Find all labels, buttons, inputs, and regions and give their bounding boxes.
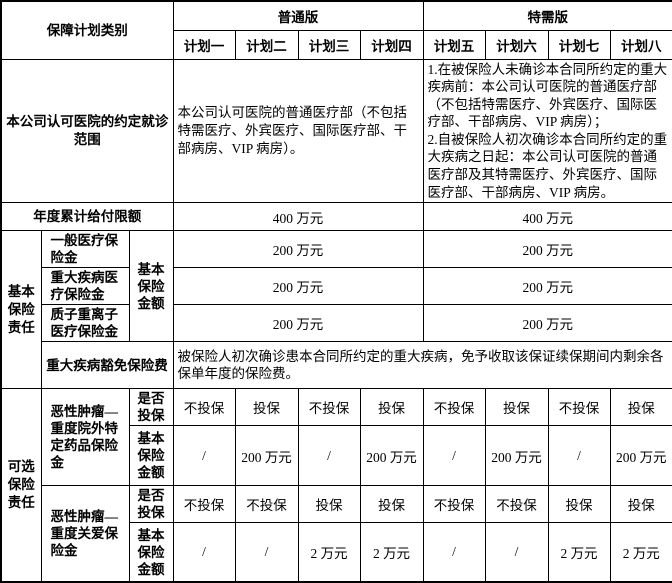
- amount-value-cell: 200 万元: [234, 425, 299, 487]
- amount-value-cell: 2 万元: [297, 522, 361, 583]
- optional-liability-section-label: 可选保险责任: [0, 388, 42, 583]
- insured-value-cell: 不投保: [422, 485, 486, 524]
- annual-limit-standard-value: 400 万元: [172, 202, 424, 232]
- plan-header-1: 计划一: [172, 29, 236, 60]
- critical-illness-special-value: 200 万元: [422, 267, 672, 306]
- amount-label-care-benefit: 基本保险金额: [128, 522, 174, 583]
- amount-value-cell: 200 万元: [359, 425, 424, 487]
- insured-value-cell: 不投保: [422, 388, 486, 427]
- insured-value-cell: 投保: [547, 485, 611, 524]
- insured-value-cell: 投保: [359, 388, 424, 427]
- basic-liability-section-label: 基本保险责任: [0, 230, 42, 390]
- hospital-scope-label: 本公司认可医院的约定就诊范围: [0, 58, 174, 204]
- amount-value-cell: /: [484, 522, 549, 583]
- insured-label-specified-drugs: 是否投保: [128, 388, 174, 427]
- insured-value-cell: 投保: [359, 485, 424, 524]
- general-medical-special-value: 200 万元: [422, 230, 672, 269]
- amount-value-cell: 2 万元: [547, 522, 611, 583]
- plan-header-3: 计划三: [297, 29, 361, 60]
- amount-value-cell: 200 万元: [484, 425, 549, 487]
- plan-header-5: 计划五: [422, 29, 486, 60]
- amount-value-cell: /: [422, 425, 486, 487]
- annual-limit-label: 年度累计给付限额: [0, 202, 174, 232]
- proton-heavy-ion-standard-value: 200 万元: [172, 304, 424, 343]
- insured-value-cell: 投保: [484, 388, 549, 427]
- waiver-description: 被保险人初次确诊患本合同所约定的重大疾病，免予收取该保证续保期间内剩余各保单年度…: [172, 341, 672, 390]
- amount-value-cell: /: [297, 425, 361, 487]
- plan-header-6: 计划六: [484, 29, 549, 60]
- proton-heavy-ion-special-value: 200 万元: [422, 304, 672, 343]
- plan-header-8: 计划八: [609, 29, 672, 60]
- insured-value-cell: 不投保: [484, 485, 549, 524]
- insured-value-cell: 不投保: [172, 388, 236, 427]
- insured-value-cell: 投保: [609, 388, 672, 427]
- amount-value-cell: /: [422, 522, 486, 583]
- plan-header-2: 计划二: [234, 29, 299, 60]
- insured-value-cell: 不投保: [297, 388, 361, 427]
- amount-value-cell: 2 万元: [359, 522, 424, 583]
- standard-edition-header: 普通版: [172, 0, 424, 31]
- amount-value-cell: 2 万元: [609, 522, 672, 583]
- optional-benefit-name-specified-drugs: 恶性肿瘤—重度院外特定药品保险金: [40, 388, 130, 487]
- critical-illness-standard-value: 200 万元: [172, 267, 424, 306]
- optional-benefit-name-care-benefit: 恶性肿瘤—重度关爱保险金: [40, 485, 130, 583]
- annual-limit-special-value: 400 万元: [422, 202, 672, 232]
- general-medical-standard-value: 200 万元: [172, 230, 424, 269]
- amount-value-cell: /: [172, 425, 236, 487]
- amount-value-cell: /: [547, 425, 611, 487]
- amount-label-specified-drugs: 基本保险金额: [128, 425, 174, 487]
- insured-label-care-benefit: 是否投保: [128, 485, 174, 524]
- insured-value-cell: 投保: [234, 388, 299, 427]
- special-edition-header: 特需版: [422, 0, 672, 31]
- benefit-name-proton-heavy-ion: 质子重离子医疗保险金: [40, 304, 130, 343]
- hospital-scope-special-text: 1.在被保险人未确诊本合同所约定的重大疾病前：本公司认可医院的普通医疗部（不包括…: [422, 58, 672, 204]
- benefit-name-general-medical: 一般医疗保险金: [40, 230, 130, 269]
- amount-value-cell: 200 万元: [609, 425, 672, 487]
- amount-value-cell: /: [172, 522, 236, 583]
- benefit-name-critical-illness-medical: 重大疾病医疗保险金: [40, 267, 130, 306]
- basic-amount-label: 基本保险金额: [128, 230, 174, 343]
- plan-header-4: 计划四: [359, 29, 424, 60]
- insured-value-cell: 投保: [297, 485, 361, 524]
- plan-header-7: 计划七: [547, 29, 611, 60]
- insured-value-cell: 不投保: [234, 485, 299, 524]
- waiver-label: 重大疾病豁免保险费: [40, 341, 174, 390]
- insured-value-cell: 不投保: [547, 388, 611, 427]
- hospital-scope-standard-text: 本公司认可医院的普通医疗部（不包括特需医疗、外宾医疗、国际医疗部、干部病房、VI…: [172, 58, 424, 204]
- insured-value-cell: 不投保: [172, 485, 236, 524]
- amount-value-cell: /: [234, 522, 299, 583]
- insured-value-cell: 投保: [609, 485, 672, 524]
- category-header: 保障计划类别: [0, 0, 174, 60]
